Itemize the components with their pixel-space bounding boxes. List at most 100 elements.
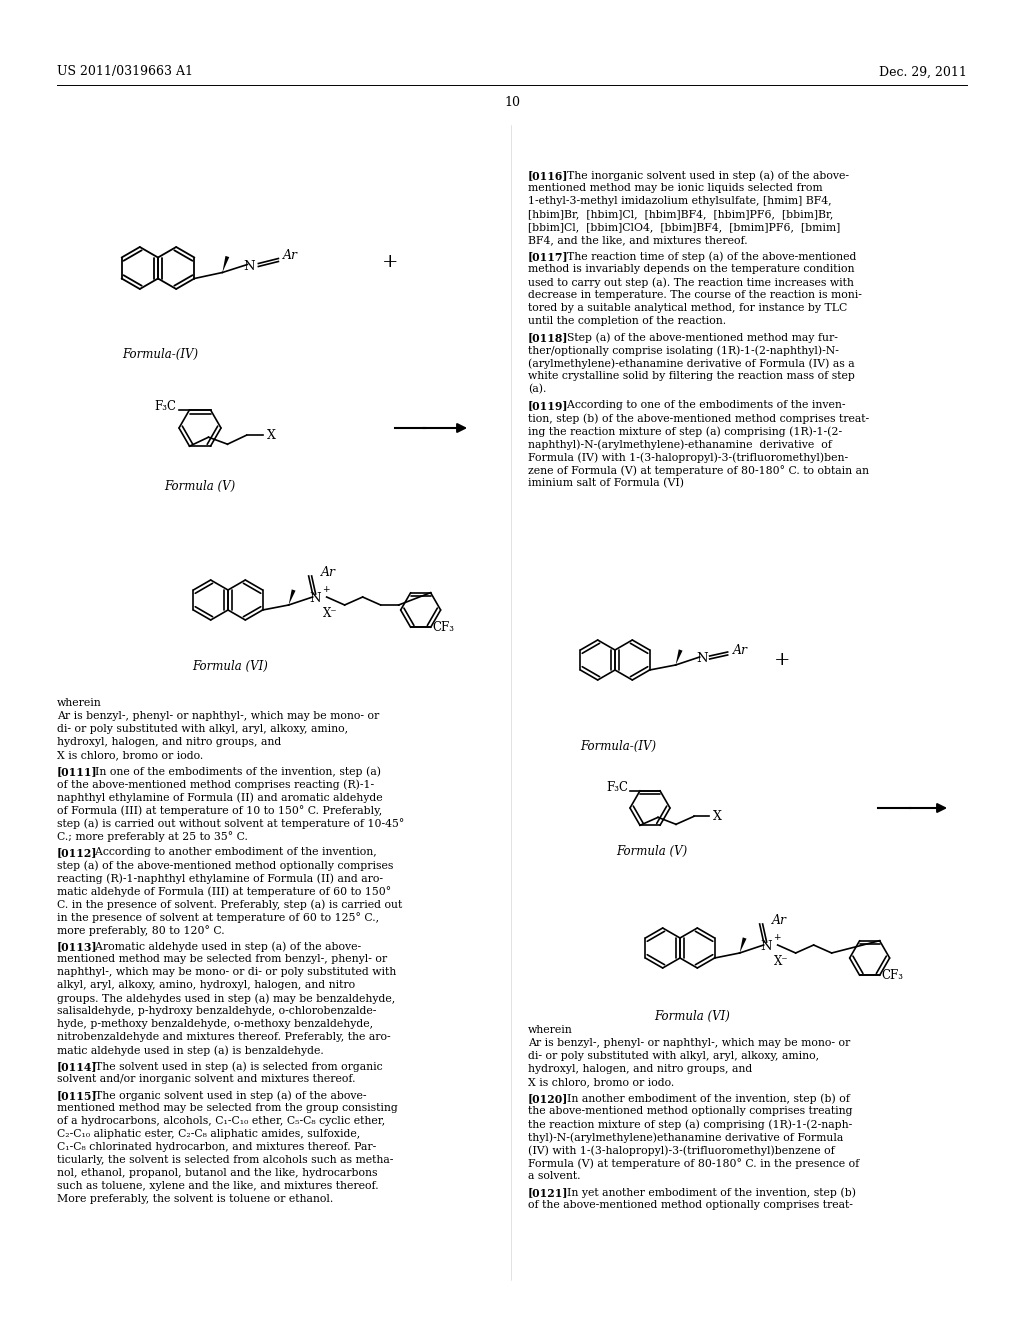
Text: C₁-C₈ chlorinated hydrocarbon, and mixtures thereof. Par-: C₁-C₈ chlorinated hydrocarbon, and mixtu… — [57, 1142, 376, 1152]
Text: in the presence of solvent at temperature of 60 to 125° C.,: in the presence of solvent at temperatur… — [57, 912, 379, 923]
Text: thyl)-N-(arylmethylene)ethanamine derivative of Formula: thyl)-N-(arylmethylene)ethanamine deriva… — [528, 1133, 843, 1143]
Text: CF₃: CF₃ — [433, 620, 455, 634]
Text: X is chloro, bromo or iodo.: X is chloro, bromo or iodo. — [57, 750, 203, 760]
Text: 10: 10 — [504, 95, 520, 108]
Text: [0111]: [0111] — [57, 766, 97, 777]
Text: [0118]: [0118] — [528, 333, 568, 343]
Text: step (a) is carried out without solvent at temperature of 10-45°: step (a) is carried out without solvent … — [57, 818, 404, 829]
Text: +: + — [774, 651, 791, 669]
Text: wherein: wherein — [57, 698, 101, 708]
Text: [bbim]Cl,  [bbim]ClO4,  [bbim]BF4,  [bmim]PF6,  [bmim]: [bbim]Cl, [bbim]ClO4, [bbim]BF4, [bmim]P… — [528, 222, 841, 232]
Text: X: X — [713, 810, 722, 822]
Text: naphthyl ethylamine of Formula (II) and aromatic aldehyde: naphthyl ethylamine of Formula (II) and … — [57, 792, 383, 803]
Text: Formula (IV) with 1-(3-halopropyl)-3-(trifluoromethyl)ben-: Formula (IV) with 1-(3-halopropyl)-3-(tr… — [528, 451, 848, 462]
Text: of a hydrocarbons, alcohols, C₁-C₁₀ ether, C₅-C₈ cyclic ether,: of a hydrocarbons, alcohols, C₁-C₁₀ ethe… — [57, 1115, 385, 1126]
Text: Aromatic aldehyde used in step (a) of the above-: Aromatic aldehyde used in step (a) of th… — [88, 941, 361, 952]
Text: until the completion of the reaction.: until the completion of the reaction. — [528, 315, 726, 326]
Text: Ar: Ar — [321, 566, 336, 579]
Text: C₂-C₁₀ aliphatic ester, C₂-C₈ aliphatic amides, sulfoxide,: C₂-C₁₀ aliphatic ester, C₂-C₈ aliphatic … — [57, 1129, 360, 1139]
Text: solvent and/or inorganic solvent and mixtures thereof.: solvent and/or inorganic solvent and mix… — [57, 1074, 355, 1084]
Text: Formula (VI): Formula (VI) — [654, 1010, 730, 1023]
Text: iminium salt of Formula (VI): iminium salt of Formula (VI) — [528, 478, 684, 488]
Text: In one of the embodiments of the invention, step (a): In one of the embodiments of the inventi… — [88, 766, 382, 776]
Text: Formula (V): Formula (V) — [165, 480, 236, 492]
Text: used to carry out step (a). The reaction time increases with: used to carry out step (a). The reaction… — [528, 277, 854, 288]
Text: of the above-mentioned method optionally comprises treat-: of the above-mentioned method optionally… — [528, 1200, 853, 1210]
Text: Ar: Ar — [732, 644, 748, 656]
Text: +: + — [773, 932, 780, 941]
Text: hydroxyl, halogen, and nitro groups, and: hydroxyl, halogen, and nitro groups, and — [528, 1064, 753, 1074]
Text: X⁻: X⁻ — [323, 607, 337, 620]
Text: US 2011/0319663 A1: US 2011/0319663 A1 — [57, 66, 193, 78]
Text: tion, step (b) of the above-mentioned method comprises treat-: tion, step (b) of the above-mentioned me… — [528, 413, 869, 424]
Text: alkyl, aryl, alkoxy, amino, hydroxyl, halogen, and nitro: alkyl, aryl, alkoxy, amino, hydroxyl, ha… — [57, 979, 355, 990]
Text: mentioned method may be selected from the group consisting: mentioned method may be selected from th… — [57, 1104, 397, 1113]
Text: of the above-mentioned method comprises reacting (R)-1-: of the above-mentioned method comprises … — [57, 779, 374, 789]
Text: C.; more preferably at 25 to 35° C.: C.; more preferably at 25 to 35° C. — [57, 832, 248, 842]
Text: F₃C: F₃C — [606, 781, 628, 795]
Text: [0112]: [0112] — [57, 847, 97, 858]
Text: N: N — [244, 260, 255, 273]
Text: di- or poly substituted with alkyl, aryl, alkoxy, amino,: di- or poly substituted with alkyl, aryl… — [57, 723, 348, 734]
Text: [0115]: [0115] — [57, 1090, 97, 1101]
Text: [0120]: [0120] — [528, 1093, 568, 1104]
Text: matic aldehyde of Formula (III) at temperature of 60 to 150°: matic aldehyde of Formula (III) at tempe… — [57, 886, 391, 896]
Text: More preferably, the solvent is toluene or ethanol.: More preferably, the solvent is toluene … — [57, 1195, 333, 1204]
Text: +: + — [382, 253, 398, 271]
Text: hyde, p-methoxy benzaldehyde, o-methoxy benzaldehyde,: hyde, p-methoxy benzaldehyde, o-methoxy … — [57, 1019, 373, 1030]
Text: the above-mentioned method optionally comprises treating: the above-mentioned method optionally co… — [528, 1106, 853, 1115]
Text: Formula (V): Formula (V) — [616, 845, 688, 858]
Text: BF4, and the like, and mixtures thereof.: BF4, and the like, and mixtures thereof. — [528, 235, 748, 246]
Text: Ar: Ar — [772, 915, 786, 928]
Polygon shape — [739, 937, 746, 953]
Text: Formula-(IV): Formula-(IV) — [122, 348, 198, 360]
Text: Ar is benzyl-, phenyl- or naphthyl-, which may be mono- or: Ar is benzyl-, phenyl- or naphthyl-, whi… — [57, 711, 379, 721]
Text: +: + — [322, 585, 329, 594]
Text: 1-ethyl-3-methyl imidazolium ethylsulfate, [hmim] BF4,: 1-ethyl-3-methyl imidazolium ethylsulfat… — [528, 195, 831, 206]
Text: Ar is benzyl-, phenyl- or naphthyl-, which may be mono- or: Ar is benzyl-, phenyl- or naphthyl-, whi… — [528, 1038, 850, 1048]
Text: According to one of the embodiments of the inven-: According to one of the embodiments of t… — [559, 400, 845, 411]
Text: [0121]: [0121] — [528, 1187, 568, 1199]
Text: such as toluene, xylene and the like, and mixtures thereof.: such as toluene, xylene and the like, an… — [57, 1181, 379, 1191]
Text: [0119]: [0119] — [528, 400, 568, 411]
Text: F₃C: F₃C — [155, 400, 176, 413]
Text: Formula (VI): Formula (VI) — [193, 660, 268, 673]
Text: tored by a suitable analytical method, for instance by TLC: tored by a suitable analytical method, f… — [528, 304, 847, 313]
Text: the reaction mixture of step (a) comprising (1R)-1-(2-naph-: the reaction mixture of step (a) compris… — [528, 1119, 852, 1130]
Text: naphthyl-, which may be mono- or di- or poly substituted with: naphthyl-, which may be mono- or di- or … — [57, 968, 396, 977]
Text: The solvent used in step (a) is selected from organic: The solvent used in step (a) is selected… — [88, 1061, 383, 1072]
Text: X is chloro, bromo or iodo.: X is chloro, bromo or iodo. — [528, 1077, 674, 1086]
Text: more preferably, 80 to 120° C.: more preferably, 80 to 120° C. — [57, 925, 224, 936]
Text: In yet another embodiment of the invention, step (b): In yet another embodiment of the inventi… — [559, 1187, 855, 1197]
Text: (IV) with 1-(3-halopropyl)-3-(trifluoromethyl)benzene of: (IV) with 1-(3-halopropyl)-3-(trifluorom… — [528, 1144, 835, 1155]
Text: white crystalline solid by filtering the reaction mass of step: white crystalline solid by filtering the… — [528, 371, 855, 381]
Text: mentioned method may be ionic liquids selected from: mentioned method may be ionic liquids se… — [528, 183, 822, 193]
Text: X⁻: X⁻ — [774, 954, 788, 968]
Text: [0114]: [0114] — [57, 1061, 97, 1072]
Polygon shape — [289, 589, 296, 605]
Text: zene of Formula (V) at temperature of 80-180° C. to obtain an: zene of Formula (V) at temperature of 80… — [528, 465, 869, 477]
Text: The organic solvent used in step (a) of the above-: The organic solvent used in step (a) of … — [88, 1090, 367, 1101]
Text: Step (a) of the above-mentioned method may fur-: Step (a) of the above-mentioned method m… — [559, 333, 838, 343]
Polygon shape — [676, 649, 683, 665]
Text: ticularly, the solvent is selected from alcohols such as metha-: ticularly, the solvent is selected from … — [57, 1155, 393, 1166]
Text: of Formula (III) at temperature of 10 to 150° C. Preferably,: of Formula (III) at temperature of 10 to… — [57, 805, 382, 816]
Text: Ar: Ar — [284, 249, 298, 261]
Text: [hbim]Br,  [hbim]Cl,  [hbim]BF4,  [hbim]PF6,  [bbim]Br,: [hbim]Br, [hbim]Cl, [hbim]BF4, [hbim]PF6… — [528, 209, 834, 219]
Text: decrease in temperature. The course of the reaction is moni-: decrease in temperature. The course of t… — [528, 290, 862, 300]
Text: In another embodiment of the invention, step (b) of: In another embodiment of the invention, … — [559, 1093, 849, 1104]
Text: N: N — [696, 652, 708, 665]
Text: naphthyl)-N-(arylmethylene)-ethanamine  derivative  of: naphthyl)-N-(arylmethylene)-ethanamine d… — [528, 440, 831, 450]
Text: According to another embodiment of the invention,: According to another embodiment of the i… — [88, 847, 377, 857]
Text: di- or poly substituted with alkyl, aryl, alkoxy, amino,: di- or poly substituted with alkyl, aryl… — [528, 1051, 819, 1061]
Polygon shape — [222, 256, 229, 272]
Text: [0113]: [0113] — [57, 941, 97, 952]
Text: N: N — [760, 940, 771, 953]
Text: The inorganic solvent used in step (a) of the above-: The inorganic solvent used in step (a) o… — [559, 170, 849, 181]
Text: hydroxyl, halogen, and nitro groups, and: hydroxyl, halogen, and nitro groups, and — [57, 737, 282, 747]
Text: matic aldehyde used in step (a) is benzaldehyde.: matic aldehyde used in step (a) is benza… — [57, 1045, 324, 1056]
Text: Formula-(IV): Formula-(IV) — [580, 741, 656, 752]
Text: groups. The aldehydes used in step (a) may be benzaldehyde,: groups. The aldehydes used in step (a) m… — [57, 993, 395, 1003]
Text: nitrobenzaldehyde and mixtures thereof. Preferably, the aro-: nitrobenzaldehyde and mixtures thereof. … — [57, 1032, 390, 1041]
Text: (arylmethylene)-ethanamine derivative of Formula (IV) as a: (arylmethylene)-ethanamine derivative of… — [528, 358, 855, 368]
